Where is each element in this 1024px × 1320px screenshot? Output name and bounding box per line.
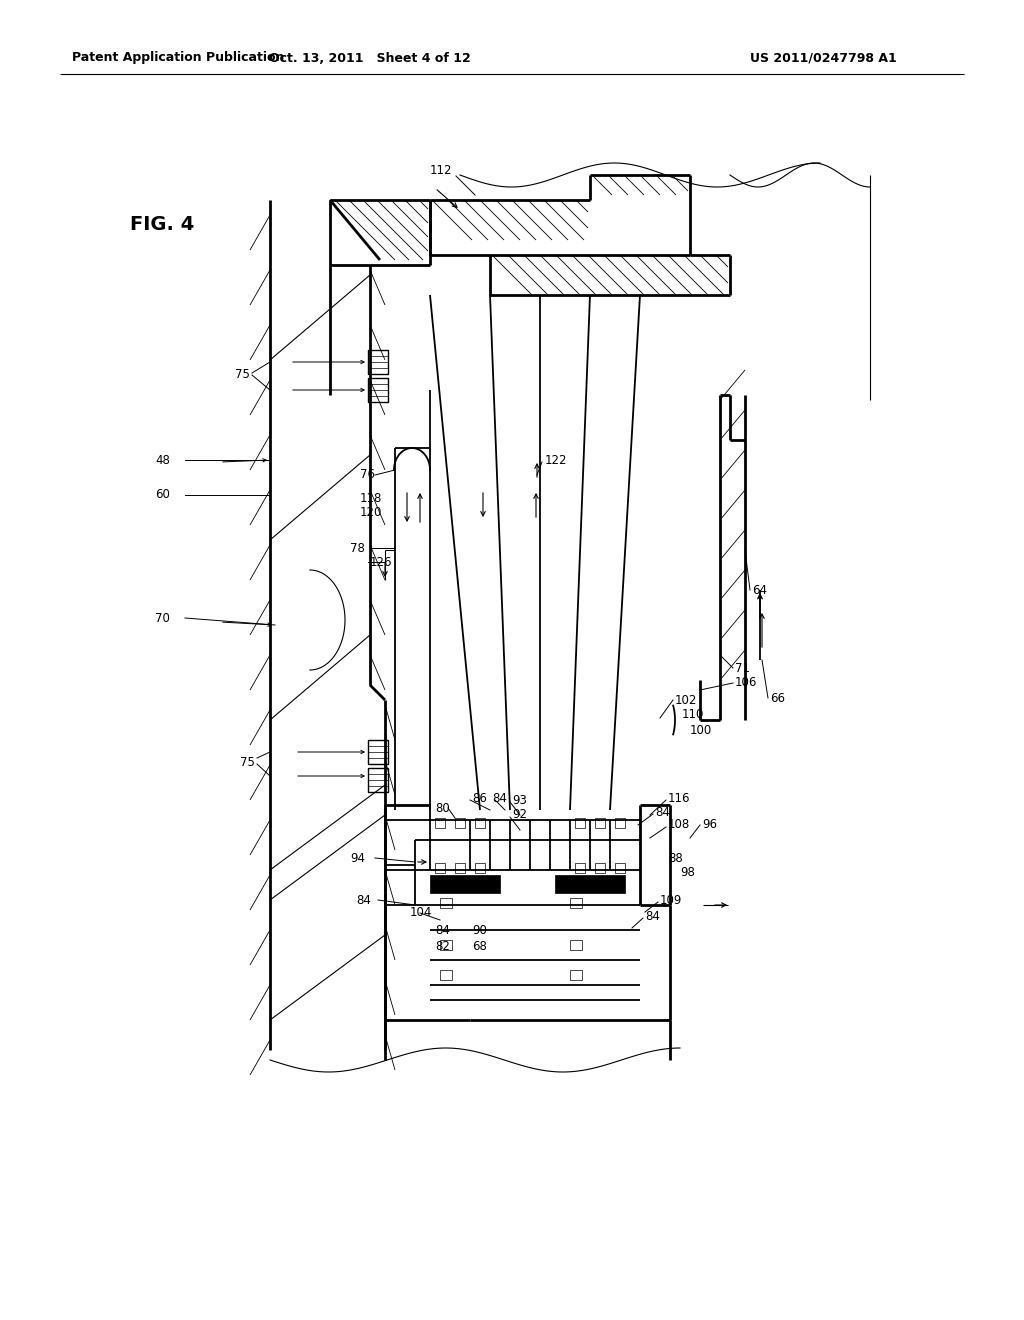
Text: 94: 94 (350, 851, 365, 865)
Bar (440, 970, 452, 979)
Text: FIG. 4: FIG. 4 (130, 215, 195, 235)
Text: Oct. 13, 2011   Sheet 4 of 12: Oct. 13, 2011 Sheet 4 of 12 (269, 51, 471, 65)
Bar (595, 818, 605, 828)
FancyBboxPatch shape (368, 741, 388, 764)
Text: 84: 84 (435, 924, 450, 936)
Bar (435, 863, 445, 873)
Text: 126: 126 (370, 556, 392, 569)
Text: US 2011/0247798 A1: US 2011/0247798 A1 (750, 51, 897, 65)
Text: 93: 93 (512, 793, 527, 807)
Bar (575, 818, 585, 828)
Text: 109: 109 (660, 894, 682, 907)
Text: 75: 75 (240, 755, 255, 768)
Text: 84: 84 (655, 805, 670, 818)
Text: 66: 66 (770, 692, 785, 705)
Bar (570, 898, 582, 908)
Text: 84: 84 (645, 909, 659, 923)
Text: 84: 84 (356, 894, 371, 907)
Bar (570, 970, 582, 979)
Text: 64: 64 (752, 583, 767, 597)
Text: 110: 110 (682, 709, 705, 722)
Text: 96: 96 (702, 818, 717, 832)
Bar (440, 940, 452, 950)
Text: Patent Application Publication: Patent Application Publication (72, 51, 285, 65)
FancyBboxPatch shape (368, 378, 388, 403)
Text: 71: 71 (735, 661, 750, 675)
Text: 78: 78 (350, 541, 365, 554)
Text: 70: 70 (155, 611, 170, 624)
FancyBboxPatch shape (368, 350, 388, 374)
Bar (455, 818, 465, 828)
Text: 92: 92 (512, 808, 527, 821)
Text: 60: 60 (155, 488, 170, 502)
Text: 104: 104 (410, 907, 432, 920)
Bar (435, 818, 445, 828)
Bar (570, 940, 582, 950)
Bar (475, 818, 485, 828)
Text: 76: 76 (360, 469, 375, 482)
Text: 102: 102 (675, 693, 697, 706)
Text: 68: 68 (472, 940, 486, 953)
Bar (595, 863, 605, 873)
Text: 86: 86 (472, 792, 486, 804)
Text: 118: 118 (360, 491, 382, 504)
Text: 116: 116 (668, 792, 690, 804)
Text: 88: 88 (668, 851, 683, 865)
Bar (615, 863, 625, 873)
Text: 122: 122 (545, 454, 567, 466)
Text: 48: 48 (155, 454, 170, 466)
Text: 112: 112 (430, 164, 453, 177)
FancyBboxPatch shape (368, 768, 388, 792)
Text: 90: 90 (472, 924, 486, 936)
Bar (455, 863, 465, 873)
Bar (430, 875, 500, 894)
Text: 100: 100 (690, 723, 713, 737)
Text: 82: 82 (435, 940, 450, 953)
Bar (575, 863, 585, 873)
Bar (440, 898, 452, 908)
Text: 75: 75 (236, 368, 250, 381)
Text: 98: 98 (680, 866, 695, 879)
Bar (615, 818, 625, 828)
Bar (555, 875, 625, 894)
Text: 120: 120 (360, 507, 382, 520)
Text: 84: 84 (492, 792, 507, 804)
Text: 106: 106 (735, 676, 758, 689)
Text: 80: 80 (435, 801, 450, 814)
Text: 108: 108 (668, 818, 690, 832)
Bar (475, 863, 485, 873)
